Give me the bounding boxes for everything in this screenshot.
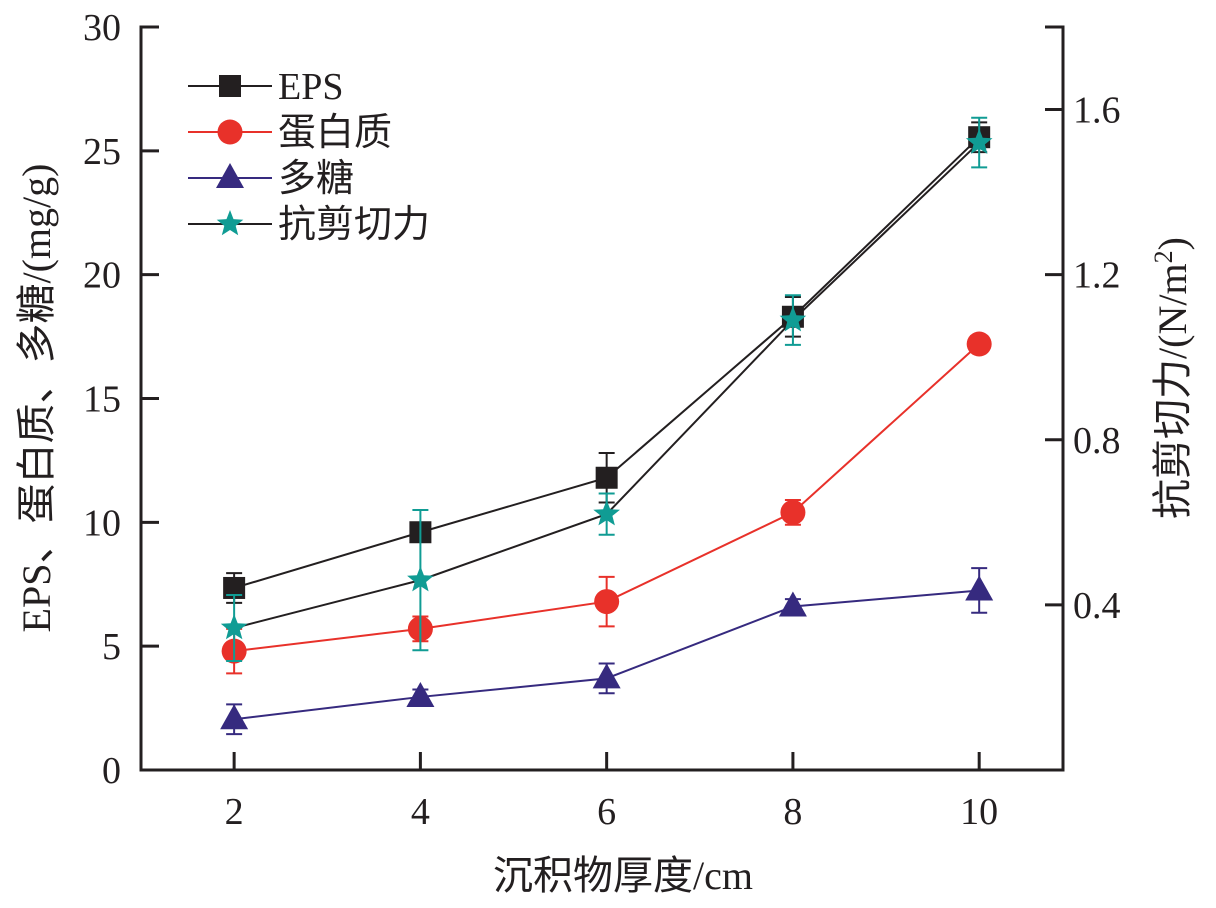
legend-marker: [219, 75, 241, 97]
data-point: [780, 499, 806, 525]
legend-label: 抗剪切力: [278, 204, 430, 246]
y-tick-label: 0: [102, 750, 121, 792]
x-axis-title: 沉积物厚度/cm: [493, 853, 753, 898]
data-point: [223, 576, 246, 599]
x-tick-label: 4: [411, 791, 430, 833]
y-tick-label: 10: [83, 502, 121, 544]
data-point: [407, 566, 434, 592]
legend-label: 蛋白质: [278, 112, 392, 154]
legend-item: EPS: [188, 66, 343, 108]
legend-marker: [216, 163, 244, 188]
legend-label: 多糖: [278, 158, 354, 200]
data-point: [220, 614, 248, 640]
y2-tick-label: 0.8: [1073, 420, 1121, 462]
data-point: [778, 591, 807, 617]
data-point: [965, 575, 994, 601]
y-tick-label: 5: [102, 626, 121, 668]
legend-item: 多糖: [188, 158, 354, 200]
y-axis-title: EPS、蛋白质、多糖/(mg/g): [14, 164, 59, 633]
series-2: [220, 567, 994, 736]
y2-axis-title: 抗剪切力/(N/m2): [1149, 237, 1195, 519]
y-tick-label: 30: [83, 7, 121, 49]
legend-item: 蛋白质: [188, 112, 392, 154]
legend-label: EPS: [278, 66, 343, 108]
x-tick-label: 2: [225, 791, 244, 833]
data-point: [595, 466, 618, 489]
y2-tick-label: 0.4: [1073, 585, 1121, 627]
series-layer: [220, 116, 994, 736]
data-point: [593, 500, 620, 526]
x-tick-label: 8: [783, 791, 802, 833]
series-3: [220, 116, 993, 663]
data-point: [965, 128, 993, 154]
y-tick-label: 25: [83, 131, 121, 173]
legend-item: 抗剪切力: [188, 204, 430, 246]
data-point: [779, 306, 807, 332]
y2-tick-label: 1.2: [1073, 255, 1121, 297]
y2-tick-label: 1.6: [1073, 90, 1121, 132]
plot-frame: 0 5 10 15 20 25 30 0.4 0.8 1.2 1.6 2 4 6 8 10: [83, 7, 1121, 833]
x-tick-label: 6: [597, 791, 616, 833]
x-tick-label: 10: [960, 791, 998, 833]
legend-marker: [216, 210, 244, 236]
y2-axis-title-sup: 2: [1149, 250, 1178, 263]
data-point: [220, 704, 249, 730]
y2-axis-title-main: 抗剪切力/(N/m: [1150, 263, 1195, 519]
data-point: [592, 663, 621, 689]
y2-axis-title-close: ): [1150, 237, 1195, 250]
legend-marker: [217, 119, 243, 145]
data-point: [594, 589, 620, 615]
data-point: [406, 681, 435, 707]
data-point: [966, 331, 992, 357]
y-tick-label: 15: [83, 379, 121, 421]
y-tick-label: 20: [83, 255, 121, 297]
